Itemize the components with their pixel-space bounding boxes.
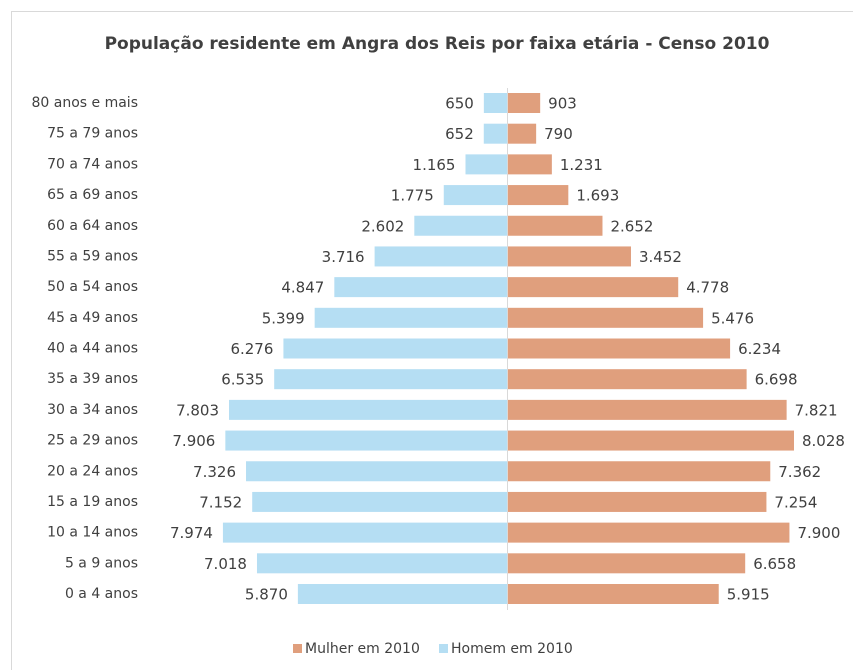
bar [283, 338, 507, 359]
bar [508, 430, 794, 451]
bar [508, 553, 746, 574]
y-tick-label: 65 a 69 anos [47, 187, 138, 203]
y-tick-label: 60 a 64 anos [47, 218, 138, 234]
y-tick-label: 35 a 39 anos [47, 371, 138, 387]
value-label: 1.231 [560, 156, 603, 174]
value-label: 7.906 [172, 432, 215, 450]
bar [508, 215, 603, 236]
legend-label: Homem em 2010 [451, 641, 573, 657]
bar [508, 123, 537, 144]
bar [374, 246, 507, 267]
value-label: 7.821 [795, 401, 838, 419]
y-tick-label: 80 anos e mais [32, 95, 139, 111]
legend-swatch [439, 644, 448, 653]
value-label: 7.362 [778, 463, 821, 481]
value-label: 2.652 [610, 217, 653, 235]
value-label: 6.698 [755, 371, 798, 389]
value-label: 7.326 [193, 463, 236, 481]
bar [508, 491, 767, 512]
bar [508, 522, 790, 543]
bar [246, 461, 507, 482]
value-label: 7.254 [774, 493, 817, 511]
y-tick-label: 15 a 19 anos [47, 494, 138, 510]
value-label: 4.778 [686, 279, 729, 297]
bar [508, 399, 787, 420]
bar [508, 584, 719, 604]
bar [465, 154, 507, 175]
value-label: 6.276 [230, 340, 273, 358]
value-label: 5.870 [245, 586, 288, 604]
value-label: 8.028 [802, 432, 845, 450]
value-label: 650 [445, 95, 474, 113]
bar [414, 215, 507, 236]
value-label: 6.658 [753, 555, 796, 573]
bar [508, 154, 552, 175]
chart-title: População residente em Angra dos Reis po… [105, 34, 770, 54]
value-label: 1.693 [576, 187, 619, 205]
y-tick-label: 30 a 34 anos [47, 402, 138, 418]
value-label: 3.716 [322, 248, 365, 266]
bar [508, 338, 731, 359]
y-tick-label: 10 a 14 anos [47, 525, 138, 541]
y-tick-label: 55 a 59 anos [47, 248, 138, 264]
y-tick-label: 40 a 44 anos [47, 341, 138, 357]
y-tick-label: 20 a 24 anos [47, 463, 138, 479]
value-label: 7.803 [176, 401, 219, 419]
bar [256, 553, 507, 574]
bar [274, 369, 507, 390]
bar [483, 123, 507, 144]
y-tick-label: 25 a 29 anos [47, 433, 138, 449]
value-label: 7.018 [204, 555, 247, 573]
bar [508, 246, 631, 267]
bar [314, 307, 507, 328]
value-label: 6.234 [738, 340, 781, 358]
value-label: 4.847 [281, 279, 324, 297]
bar [225, 430, 507, 451]
bar [508, 185, 569, 206]
value-label: 5.476 [711, 309, 754, 327]
value-label: 3.452 [639, 248, 682, 266]
value-label: 652 [445, 125, 474, 143]
bar [508, 461, 771, 482]
legend-swatch [293, 644, 302, 653]
y-tick-label: 50 a 54 anos [47, 279, 138, 295]
y-tick-label: 70 a 74 anos [47, 156, 138, 172]
bar [508, 369, 747, 390]
bar [508, 93, 541, 113]
value-label: 7.900 [797, 524, 840, 542]
value-label: 1.165 [413, 156, 456, 174]
bar [222, 522, 507, 543]
y-tick-label: 5 a 9 anos [65, 555, 138, 571]
y-tick-label: 45 a 49 anos [47, 310, 138, 326]
bar [252, 491, 507, 512]
bar [483, 93, 507, 113]
bar [508, 307, 704, 328]
bar [229, 399, 508, 420]
value-label: 6.535 [221, 371, 264, 389]
value-label: 903 [548, 95, 577, 113]
bar [334, 277, 507, 298]
value-label: 5.915 [727, 586, 770, 604]
bar [443, 185, 507, 206]
y-tick-label: 0 a 4 anos [65, 586, 138, 602]
value-label: 7.152 [199, 493, 242, 511]
value-label: 7.974 [170, 524, 213, 542]
bar [297, 584, 507, 604]
legend-label: Mulher em 2010 [305, 641, 420, 657]
value-label: 790 [544, 125, 573, 143]
value-label: 1.775 [391, 187, 434, 205]
bar [508, 277, 679, 298]
value-label: 5.399 [262, 309, 305, 327]
y-tick-label: 75 a 79 anos [47, 126, 138, 142]
value-label: 2.602 [361, 217, 404, 235]
